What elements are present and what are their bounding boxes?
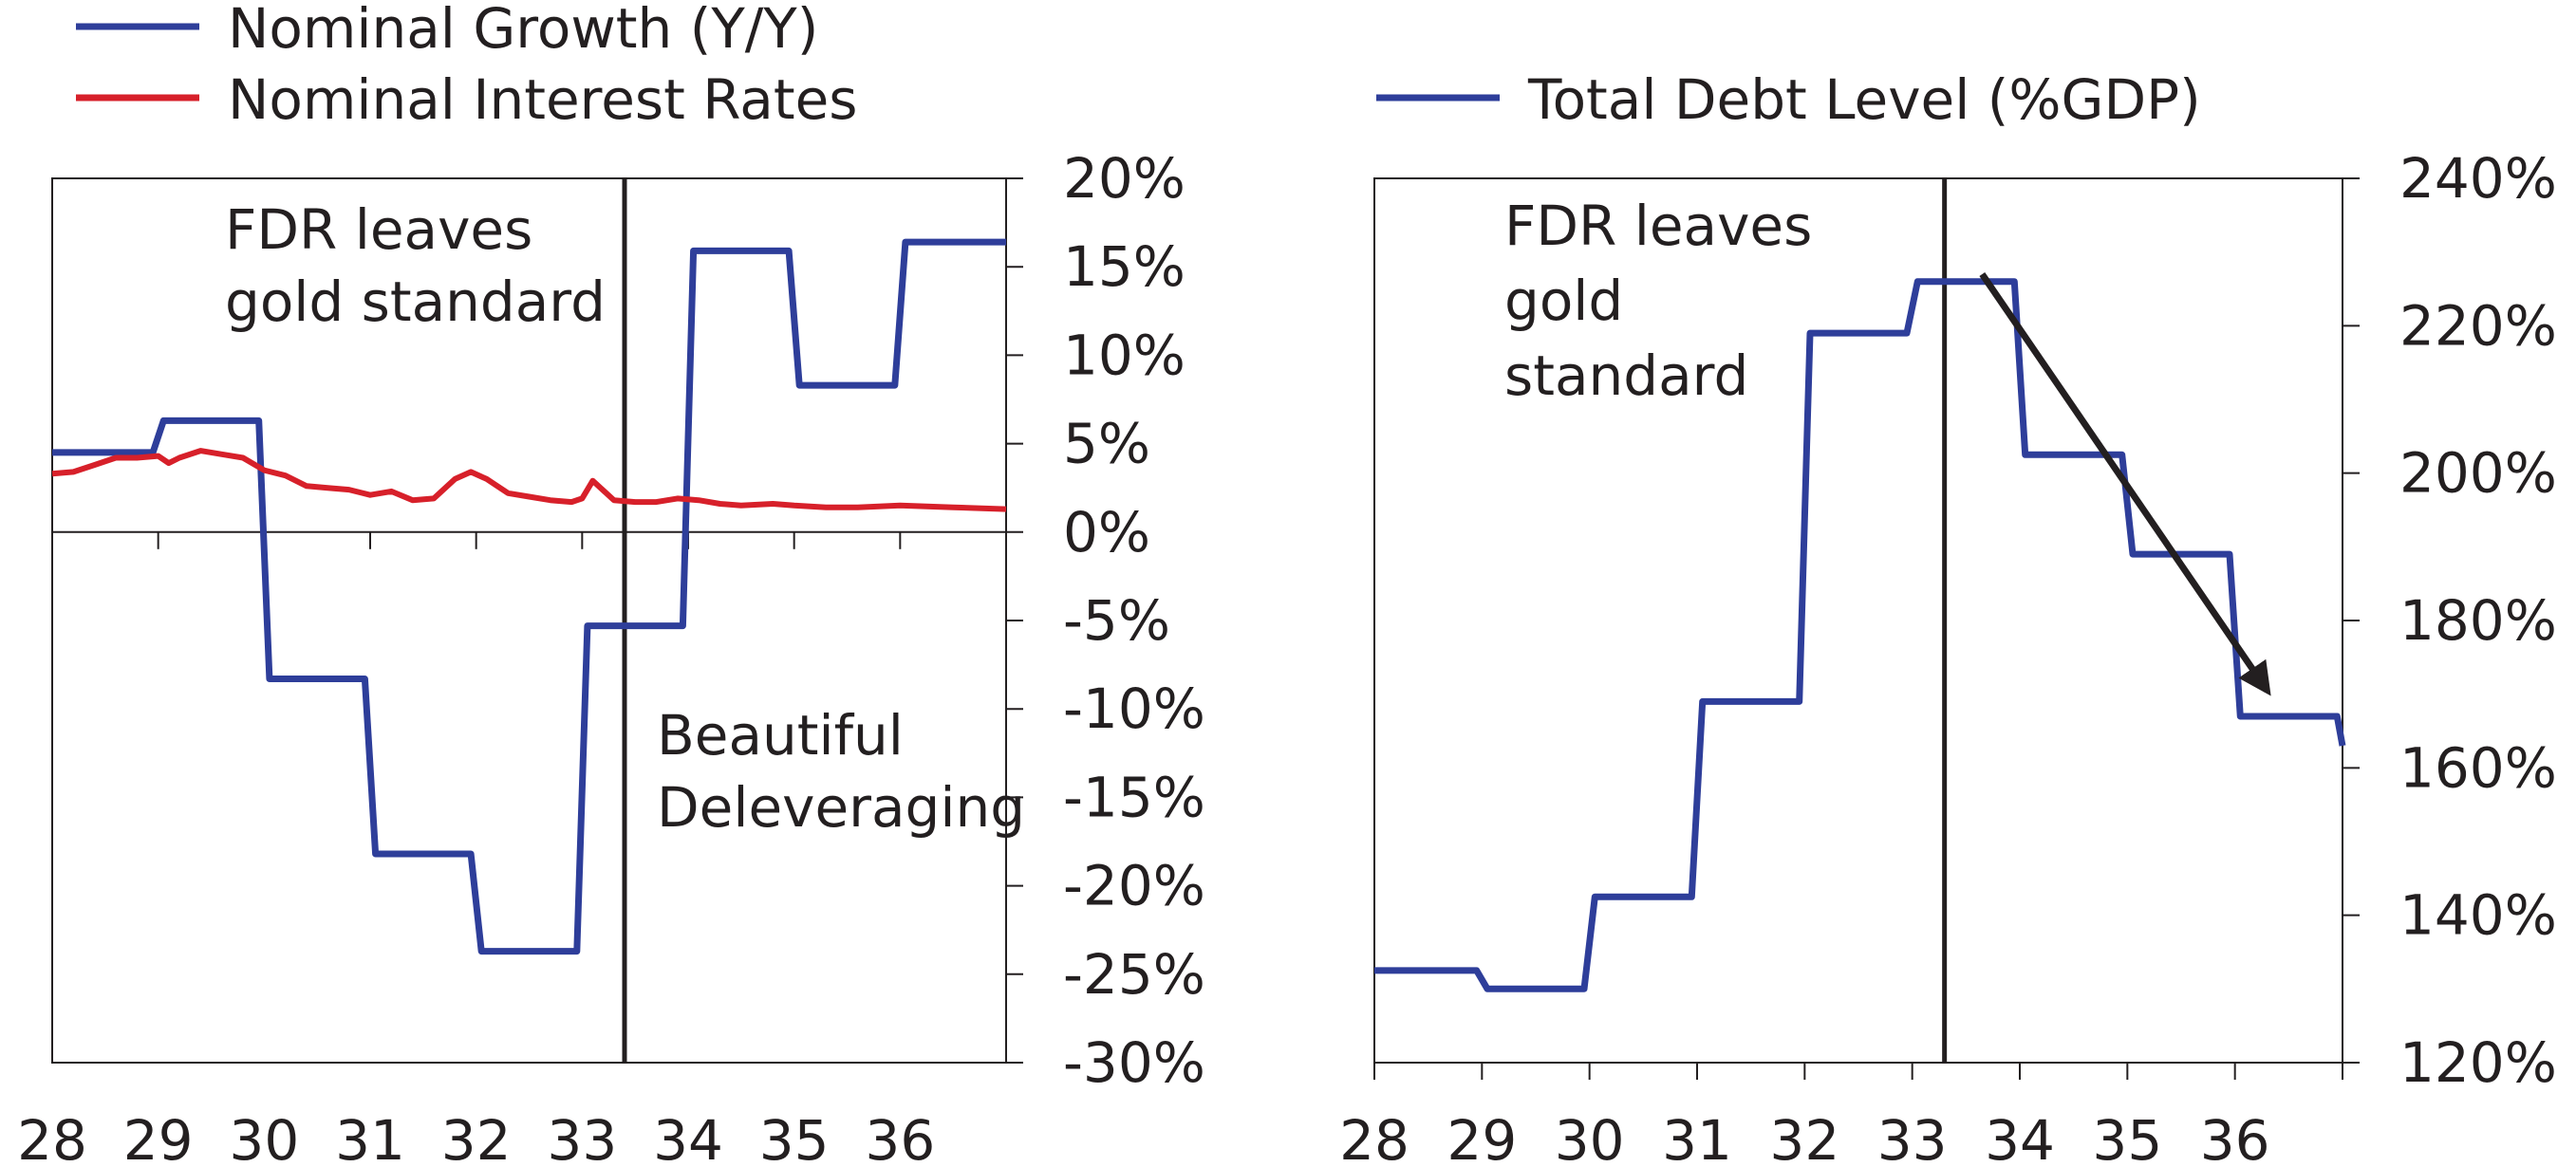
debt-series-total-debt-level-gdp-line: [1374, 278, 2346, 992]
growth-y-tick-label: 15%: [1063, 234, 1185, 299]
debt-y-tick-label: 240%: [2399, 146, 2557, 211]
debt-annotation-text: standard: [1504, 343, 1748, 408]
debt-x-tick-label: 30: [1555, 1108, 1625, 1167]
growth-y-tick-label: 20%: [1063, 146, 1185, 211]
growth-x-tick-label: 33: [547, 1108, 617, 1167]
growth-annotation-text: Deleveraging: [657, 775, 1025, 840]
debt-legend-label: Total Debt Level (%GDP): [1527, 67, 2201, 132]
growth-x-tick-label: 31: [335, 1108, 405, 1167]
debt-y-tick-label: 200%: [2399, 441, 2557, 506]
growth-y-tick-label: -25%: [1063, 942, 1205, 1007]
growth-series-nominal-interest-rates-line: [51, 448, 1007, 512]
growth-y-tick-label: -20%: [1063, 854, 1205, 918]
debt-x-tick-label: 33: [1877, 1108, 1948, 1167]
growth-y-tick-label: 10%: [1063, 323, 1185, 387]
debt-y-tick-label: 160%: [2399, 735, 2557, 800]
debt-x-tick-label: 36: [2200, 1108, 2270, 1167]
debt-y-tick-label: 120%: [2399, 1030, 2557, 1095]
growth-x-tick-label: 32: [441, 1108, 512, 1167]
growth-y-tick-label: 5%: [1063, 412, 1150, 476]
debt-x-tick-label: 34: [1985, 1108, 2055, 1167]
debt-annotation-text: gold: [1504, 269, 1623, 333]
growth-y-tick-label: -15%: [1063, 765, 1205, 829]
debt-x-tick-label: 29: [1447, 1108, 1517, 1167]
debt-x-tick-label: 35: [2092, 1108, 2162, 1167]
growth-x-tick-label: 36: [865, 1108, 935, 1167]
growth-y-tick-label: 0%: [1063, 500, 1150, 565]
growth-x-tick-label: 28: [17, 1108, 87, 1167]
debt-annotation-text: FDR leaves: [1504, 194, 1812, 258]
debt-x-tick-label: 28: [1339, 1108, 1409, 1167]
growth-annotation-text: gold standard: [225, 269, 606, 334]
growth-y-tick-label: -30%: [1063, 1030, 1205, 1095]
growth-y-tick-label: -10%: [1063, 676, 1205, 741]
nominal-growth-chart: 28 29 30 31 32 33 34 35 36 20% 15% 10% 5% 0% -5% -10% -1…: [17, 0, 1205, 1167]
growth-y-tick-label: -5%: [1063, 588, 1170, 653]
growth-annotation-text: FDR leaves: [225, 197, 532, 262]
growth-series-nominal-growth-y-y-line: [52, 238, 1006, 955]
debt-x-tick-label: 32: [1769, 1108, 1839, 1167]
growth-annotation-text: Beautiful: [657, 703, 904, 768]
growth-legend-label: Nominal Growth (Y/Y): [228, 0, 818, 61]
growth-x-tick-label: 30: [229, 1108, 299, 1167]
debt-y-tick-label: 180%: [2399, 588, 2557, 653]
debt-y-tick-label: 220%: [2399, 293, 2557, 358]
debt-y-tick-label: 140%: [2399, 883, 2557, 948]
growth-x-tick-label: 35: [759, 1108, 830, 1167]
debt-trend-arrow: [1979, 271, 2271, 696]
growth-x-tick-label: 29: [123, 1108, 194, 1167]
debt-x-tick-label: 31: [1662, 1108, 1732, 1167]
debt-level-chart: 28 29 30 31 32 33 34 35 36 240% 220% 200% 180% 160% 14…: [1339, 67, 2557, 1167]
growth-x-tick-label: 34: [653, 1108, 723, 1167]
growth-legend-label: Nominal Interest Rates: [228, 67, 858, 132]
